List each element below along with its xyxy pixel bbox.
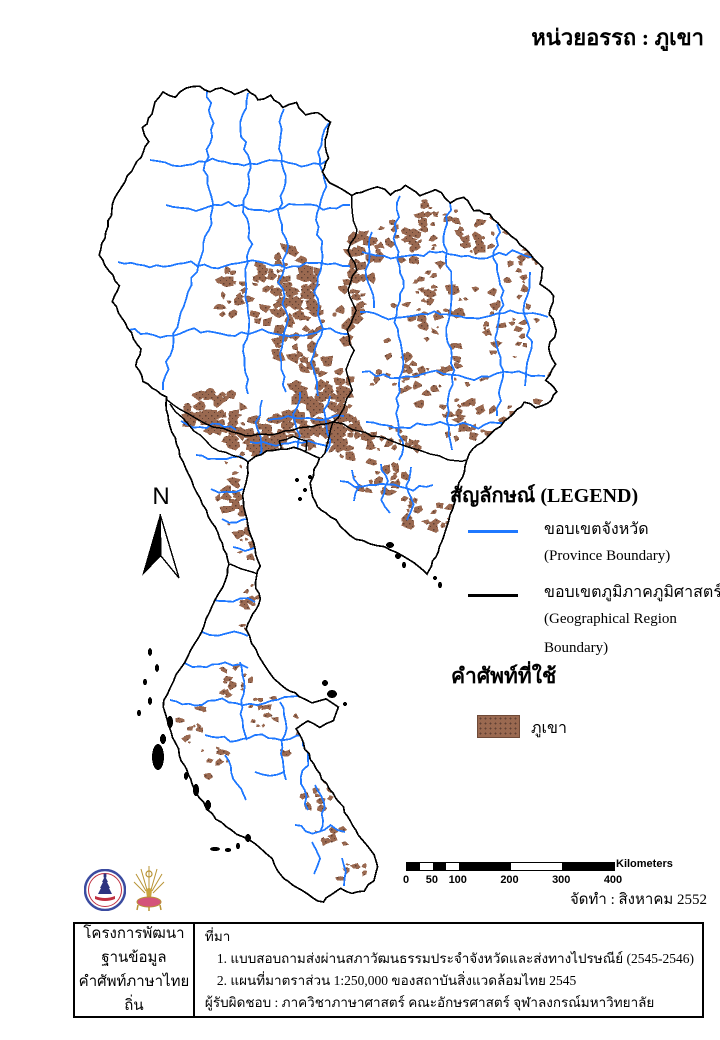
scale-bar-segment (407, 863, 420, 870)
scale-bar-segment (432, 863, 446, 870)
scale-bar-tick-label: 50 (425, 874, 438, 886)
legend-label-province-th: ขอบเขตจังหวัด (544, 521, 649, 538)
responsible-line: ผู้รับผิดชอบ : ภาควิชาภาษาศาสตร์ คณะอักษ… (204, 995, 655, 1010)
legend-label-region-en-2: Boundary) (544, 640, 609, 656)
source-heading: ที่มา (204, 929, 231, 944)
north-arrow-label: N (152, 483, 170, 510)
scale-bar-unit: Kilometers (616, 858, 673, 870)
scale-bar-tick-label: 100 (448, 874, 467, 886)
source-item-2: 2. แผนที่มาตราส่วน 1:250,000 ของสถาบันสิ… (216, 973, 577, 988)
project-name-line-2: คำศัพท์ภาษาไทยถิ่น (78, 974, 190, 1014)
scale-bar-segment (419, 863, 433, 870)
mountain-patches (175, 199, 557, 881)
source-table: โครงการพัฒนาฐานข้อมูล คำศัพท์ภาษาไทยถิ่น… (73, 922, 704, 1018)
province-boundary-line-swatch (468, 530, 518, 533)
mountain-swatch (477, 715, 520, 738)
scale-bar-segment (510, 863, 563, 870)
project-name-line-1: โครงการพัฒนาฐานข้อมูล (83, 926, 185, 966)
scale-bar-segment (445, 863, 459, 870)
scale-bar (406, 862, 615, 871)
scale-bar-tick-label: 0 (402, 874, 410, 886)
credit-line: จัดทำ : สิงหาคม 2552 (570, 892, 707, 908)
islands (137, 475, 442, 852)
terms-title: คำศัพท์ที่ใช้ (451, 664, 557, 688)
north-arrow-icon (142, 513, 180, 579)
scale-bar-tick-label: 400 (603, 874, 623, 886)
page-title: หน่วยอรรถ : ภูเขา (531, 25, 704, 50)
region-boundary-line-swatch (468, 594, 518, 597)
country-outline (98, 85, 558, 903)
scale-bar-tick-label: 300 (552, 874, 571, 886)
province-boundaries (117, 89, 549, 887)
legend-label-region-en-1: (Geographical Region (544, 611, 677, 627)
legend-title: สัญลักษณ์ (LEGEND) (450, 485, 639, 507)
project-round-logo (84, 869, 126, 911)
source-item-1: 1. แบบสอบถามส่งผ่านสภาวัฒนธรรมประจำจังหว… (216, 951, 694, 966)
scale-bar-segment (458, 863, 511, 870)
legend-label-region-th: ขอบเขตภูมิภาคภูมิศาสตร์ (544, 584, 720, 601)
legend-label-province-en: (Province Boundary) (544, 548, 671, 564)
source-table-project-cell: โครงการพัฒนาฐานข้อมูล คำศัพท์ภาษาไทยถิ่น (75, 924, 195, 1016)
country-landmass (99, 86, 557, 903)
mountain-label: ภูเขา (531, 720, 567, 737)
scale-bar-tick-label: 200 (500, 874, 519, 886)
scale-bar-segment (562, 863, 614, 870)
source-table-source-cell: ที่มา 1. แบบสอบถามส่งผ่านสภาวัฒนธรรมประจ… (195, 924, 702, 1016)
university-emblem-logo (133, 866, 165, 911)
